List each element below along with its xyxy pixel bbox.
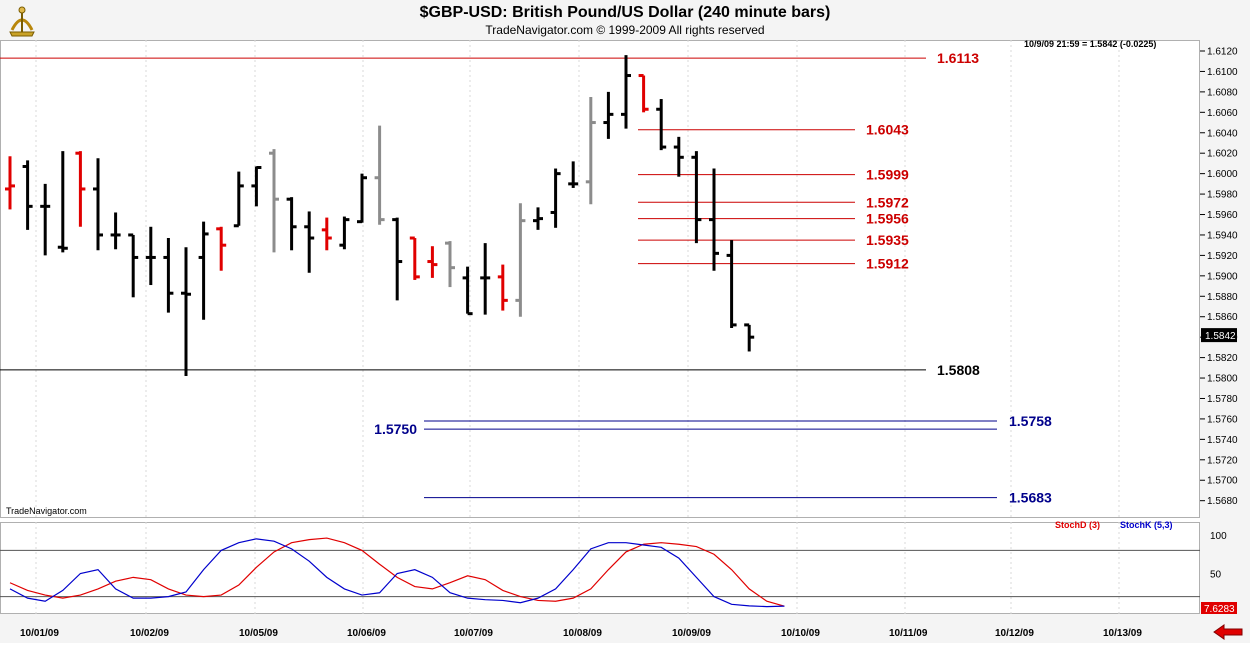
back-arrow-icon[interactable] [1212, 624, 1244, 640]
last-price-label: 1.5842 [1205, 331, 1236, 342]
date-tick-label: 10/05/09 [239, 628, 278, 639]
price-tick-label: 1.6000 [1207, 169, 1238, 180]
level-label-1.5912: 1.5912 [866, 256, 909, 272]
level-label-1.5972: 1.5972 [866, 194, 909, 210]
price-tick-label: 1.5780 [1207, 394, 1238, 405]
price-tick-label: 1.5760 [1207, 414, 1238, 425]
date-tick-label: 10/07/09 [454, 628, 493, 639]
level-label-1.5956: 1.5956 [866, 211, 909, 227]
watermark: TradeNavigator.com [6, 506, 87, 516]
level-label-1.5758: 1.5758 [1009, 413, 1052, 429]
level-label-1.6043: 1.6043 [866, 122, 909, 138]
level-label-1.5750: 1.5750 [374, 421, 417, 437]
date-tick-label: 10/09/09 [672, 628, 711, 639]
stochastic-panel [0, 522, 1200, 614]
date-tick-label: 10/08/09 [563, 628, 602, 639]
stoch-last-value-marker [1201, 602, 1237, 614]
price-tick-label: 1.5680 [1207, 496, 1238, 507]
stoch-tick-label: 50 [1210, 570, 1222, 581]
sextant-logo-icon[interactable] [4, 4, 40, 38]
price-tick-label: 1.5920 [1207, 251, 1238, 262]
legend-stochk: StochK (5,3) [1120, 520, 1173, 530]
price-tick-label: 1.5880 [1207, 292, 1238, 303]
stoch-last-value-label: 7.6283 [1204, 604, 1235, 615]
price-readout: 10/9/09 21:59 = 1.5842 (-0.0225) [1024, 39, 1157, 49]
price-tick-label: 1.5940 [1207, 230, 1238, 241]
date-tick-label: 10/11/09 [889, 628, 928, 639]
price-tick-label: 1.5700 [1207, 476, 1238, 487]
date-axis-background [0, 614, 1200, 643]
price-tick-label: 1.6020 [1207, 149, 1238, 160]
legend-stochd: StochD (3) [1055, 520, 1100, 530]
last-price-marker [1201, 328, 1237, 343]
price-tick-label: 1.5800 [1207, 374, 1238, 385]
price-tick-label: 1.6100 [1207, 67, 1238, 78]
level-label-1.5683: 1.5683 [1009, 490, 1052, 506]
price-tick-label: 1.5820 [1207, 353, 1238, 364]
price-tick-label: 1.5860 [1207, 312, 1238, 323]
price-tick-label: 1.6120 [1207, 47, 1238, 58]
price-tick-label: 1.5720 [1207, 455, 1238, 466]
title-bar: $GBP-USD: British Pound/US Dollar (240 m… [0, 0, 1250, 41]
price-tick-label: 1.6060 [1207, 108, 1238, 119]
price-panel [0, 40, 1200, 518]
date-tick-label: 10/02/09 [130, 628, 169, 639]
date-tick-label: 10/10/09 [781, 628, 820, 639]
date-tick-label: 10/12/09 [995, 628, 1034, 639]
level-label-1.5935: 1.5935 [866, 232, 909, 248]
stoch-line-k [9, 538, 785, 608]
price-tick-label: 1.5900 [1207, 271, 1238, 282]
level-label-1.5808: 1.5808 [937, 362, 980, 378]
chart-title: $GBP-USD: British Pound/US Dollar (240 m… [419, 4, 831, 21]
price-tick-label: 1.6040 [1207, 128, 1238, 139]
date-tick-label: 10/06/09 [347, 628, 386, 639]
price-tick-label: 1.6080 [1207, 87, 1238, 98]
date-tick-label: 10/01/09 [20, 628, 59, 639]
stoch-tick-label: 100 [1210, 531, 1227, 542]
copyright-subtitle: TradeNavigator.com © 1999-2009 All right… [485, 23, 765, 37]
price-tick-label: 1.5960 [1207, 210, 1238, 221]
level-label-1.5999: 1.5999 [866, 167, 909, 183]
level-label-1.6113: 1.6113 [937, 50, 979, 66]
stoch-line-d [9, 537, 785, 607]
date-tick-label: 10/13/09 [1103, 628, 1142, 639]
price-tick-label: 1.5980 [1207, 190, 1238, 201]
price-tick-label: 1.5740 [1207, 435, 1238, 446]
